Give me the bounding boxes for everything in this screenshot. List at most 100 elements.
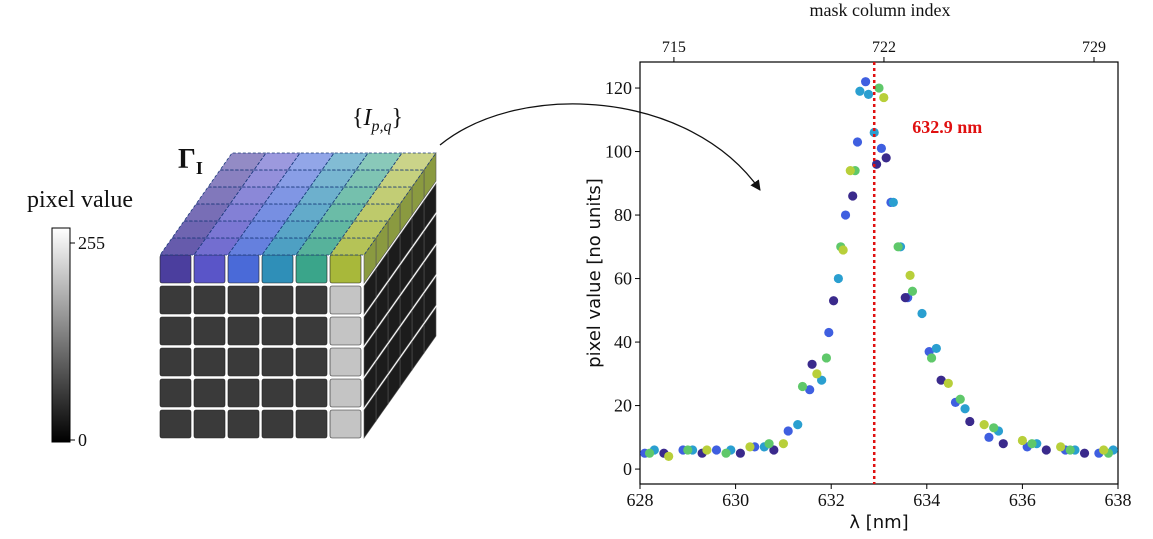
scatter-point [955,394,965,404]
scatter-point [893,242,903,252]
cube-top [341,220,389,239]
y-tick-label: 120 [605,78,632,98]
scatter-point [965,416,975,427]
cube-cell [261,285,294,315]
cube-top [275,169,323,188]
scatter-point [769,445,779,455]
cube-side [363,330,377,377]
scatter-point [783,426,793,436]
cube-cell [329,285,362,315]
scatter-point [855,86,865,96]
cube-top [307,220,355,239]
colorbar [51,227,71,443]
arrow [439,103,761,191]
scatter-point [905,270,915,280]
cube-top [343,169,391,188]
y-tick-label: 80 [614,205,632,225]
x-tick-label: 632 [818,490,845,510]
cube-cell [193,316,226,346]
scatter-point [888,197,898,207]
scatter-point [664,451,674,461]
cube-cell [261,254,294,284]
cube-cell [295,254,328,284]
scatter-point [881,153,891,163]
cube-top [239,220,287,239]
cube-top [285,203,333,222]
cube [159,152,437,439]
scatter-point [852,137,863,147]
cube-top [229,186,277,205]
scatter-point [764,439,774,449]
scatter-point [812,369,822,379]
colorbar-label: pixel value [27,187,133,213]
cube-cell [295,285,328,315]
y-axis-label: pixel value [no units] [584,178,605,368]
scatter-point [828,296,839,306]
scatter-point [817,375,827,385]
cube-top [253,152,301,171]
plot-frame [639,61,1119,485]
cube-cell [261,409,294,439]
colorbar-tick-label: 255 [78,233,105,253]
scatter-point [926,353,937,363]
y-tick-label: 60 [614,269,632,289]
scatter-point [1099,445,1109,455]
scatter-point [1017,435,1027,446]
cube-cell [193,347,226,377]
cube-top [389,152,437,171]
cube-cell [159,409,192,439]
cube-cell [227,285,260,315]
scatter-point [998,439,1008,449]
scatter-point [943,378,953,388]
cube-top [319,203,367,222]
cube-side [363,392,377,439]
scatter-point [644,448,655,458]
scatter-point [745,442,755,452]
top-axis-title: mask column index [810,0,951,20]
cube-cell [159,316,192,346]
cube-cell [227,347,260,377]
cube-cell [261,347,294,377]
colorbar-tick-label: 0 [78,430,87,450]
scatter-point [960,404,970,414]
scatter-point [797,381,808,392]
cube-cell [329,409,362,439]
cube-cell [261,378,294,408]
scatter-point [979,420,989,430]
cube-top [273,220,321,239]
x-tick-label: 630 [722,490,749,510]
cube-top [171,220,219,239]
cube-side [363,268,377,315]
cube-cell [193,378,226,408]
scatter-point [778,439,789,449]
cube-top [193,237,241,256]
scatter-point [876,143,886,153]
scatter-point [863,89,874,99]
scatter-point [1041,445,1051,455]
cube-cell [159,378,192,408]
cube-cell [159,347,192,377]
x2-tick-label: 722 [872,39,896,56]
scatter-point [907,286,918,296]
cube-side [363,361,377,408]
scatter-point [861,77,871,87]
cube-cell [227,316,260,346]
cube-top [355,152,403,171]
cube-top [263,186,311,205]
cube-top [295,237,343,256]
cube-top [331,186,379,205]
cube-top [227,237,275,256]
scatter-point [702,445,712,455]
cube-cell [227,409,260,439]
x2-tick-label: 729 [1082,39,1106,56]
cube-cell [329,378,362,408]
cube-cell [159,285,192,315]
cube-cell [329,347,362,377]
cube-top [365,186,413,205]
cube-top [287,152,335,171]
cube-top [195,186,243,205]
cube-label: ΓI [178,144,203,178]
x2-tick-label: 715 [662,39,686,56]
cube-top [329,237,377,256]
